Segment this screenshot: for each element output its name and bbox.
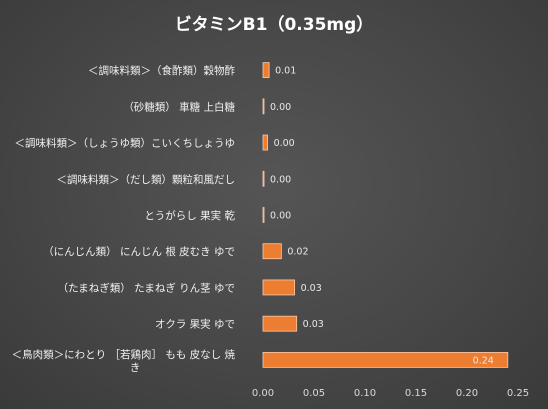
bar (262, 351, 509, 368)
category-label: （にんじん類） にんじん 根 皮むき ゆで (43, 245, 235, 258)
data-label: 0.00 (270, 102, 291, 113)
data-label: 0.03 (301, 283, 322, 294)
category-label: （たまねぎ類） たまねぎ りん茎 ゆで (58, 281, 235, 294)
data-label: 0.03 (303, 319, 324, 330)
data-label: 0.01 (275, 66, 296, 77)
category-label: ＜調味料類＞（食酢類）穀物酢 (88, 64, 235, 77)
bar (262, 134, 268, 151)
bar (262, 207, 265, 223)
data-label: 0.02 (287, 247, 308, 258)
bar (262, 98, 265, 115)
x-tick-label: 0.10 (354, 388, 376, 399)
category-label: ＜調味料類＞（しょうゆ類）こいくちしょうゆ (15, 137, 236, 150)
x-tick-label: 0.20 (456, 388, 478, 399)
category-label: オクラ 果実 ゆで (155, 318, 235, 331)
x-tick-label: 0.15 (405, 388, 427, 399)
data-label: 0.00 (270, 211, 291, 222)
data-label: 0.00 (270, 174, 291, 185)
x-tick-label: 0.25 (507, 388, 529, 399)
bar (262, 243, 282, 260)
category-label: とうがらし 果実 乾 (144, 209, 235, 222)
category-label: ＜調味料類＞（だし類）顆粒和風だし (57, 173, 236, 186)
chart-title: ビタミンB1（0.35mg） (174, 15, 374, 35)
bar (262, 62, 270, 79)
data-label: 0.24 (473, 355, 494, 366)
x-tick-label: 0.05 (303, 388, 325, 399)
bar (262, 170, 265, 187)
category-label: （砂糖類） 車糖 上白糖 (123, 100, 235, 113)
bar (262, 279, 296, 296)
x-tick-label: 0.00 (252, 388, 274, 399)
bar (262, 315, 298, 332)
category-label: ＜鳥肉類＞にわとり ［若鶏肉］ もも 皮なし 焼き (12, 348, 236, 374)
data-label: 0.00 (274, 138, 295, 149)
